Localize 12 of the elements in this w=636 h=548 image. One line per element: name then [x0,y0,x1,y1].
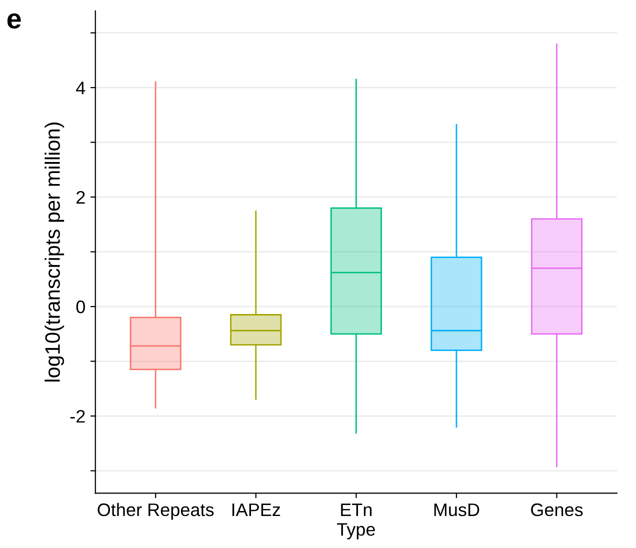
y-tick-label: 0 [76,300,85,314]
y-tick-label: 4 [76,82,86,94]
x-tick-label: ETn [341,504,372,516]
text: e [7,13,21,29]
x-tick-label: IAPEz [232,504,280,516]
x-tick-label: Genes [531,503,583,516]
x-tick-label: MusD [434,504,480,516]
y-tick-label: -2 [70,410,85,423]
x-tick-label: Other Repeats [98,502,214,520]
x-axis-title: Type [336,523,375,540]
y-tick-label: 2 [76,191,85,204]
y-axis-title: log10(transcripts per million) [44,122,64,382]
